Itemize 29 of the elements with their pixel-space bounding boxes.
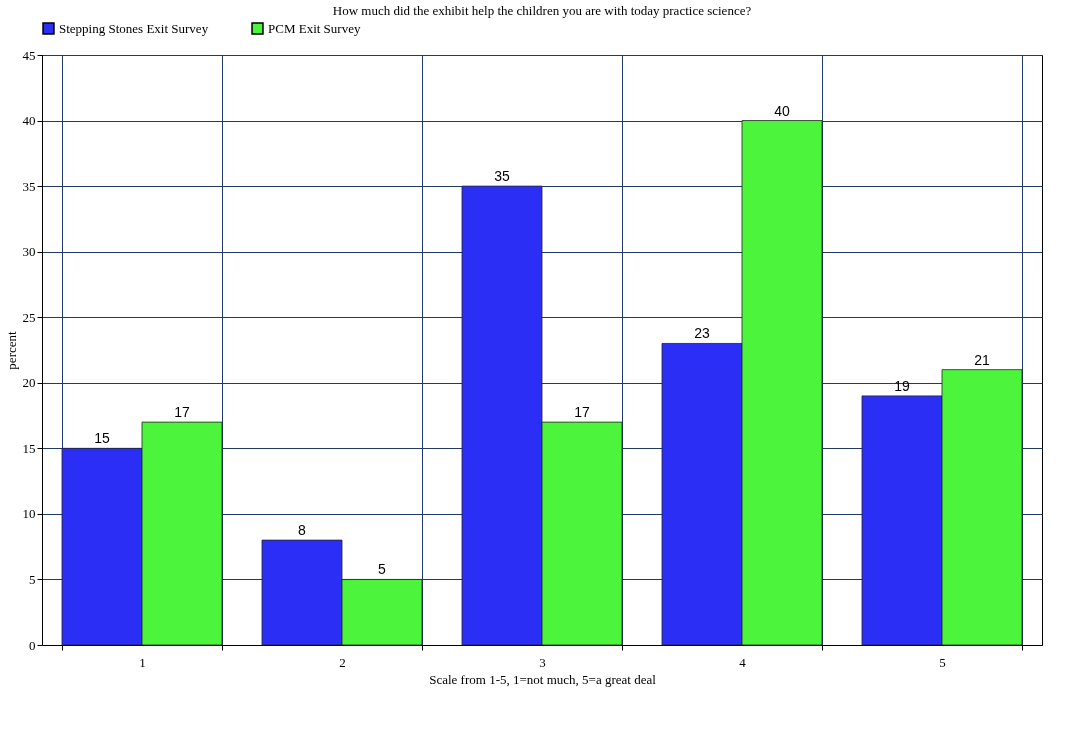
legend-label: PCM Exit Survey <box>268 20 361 36</box>
data-label: 35 <box>494 168 510 185</box>
x-tick-label: 1 <box>139 654 146 670</box>
y-tick-label: 35 <box>22 178 36 194</box>
y-tick-label: 25 <box>22 309 36 325</box>
y-tick-label: 5 <box>29 571 36 587</box>
data-label: 21 <box>974 351 990 368</box>
y-axis-title: percent <box>3 330 19 370</box>
data-label: 40 <box>774 102 790 119</box>
data-label: 23 <box>694 325 710 342</box>
x-tick-label: 2 <box>339 654 346 670</box>
y-tick-label: 10 <box>22 506 36 522</box>
data-label: 17 <box>174 404 190 421</box>
legend-label: Stepping Stones Exit Survey <box>59 20 209 36</box>
data-label: 5 <box>378 561 387 578</box>
x-axis-title: Scale from 1-5, 1=not much, 5=a great deal <box>429 671 657 687</box>
y-tick-label: 20 <box>22 375 36 391</box>
x-tick-label: 5 <box>939 654 946 670</box>
x-tick-label: 4 <box>739 654 747 670</box>
chart-title: How much did the exhibit help the children you are with today practice science? <box>332 3 752 18</box>
x-tick-label: 3 <box>539 654 546 670</box>
y-tick-label: 0 <box>29 637 36 653</box>
y-tick-label: 15 <box>22 440 36 456</box>
data-label: 8 <box>298 522 307 539</box>
y-tick-label: 40 <box>22 113 36 129</box>
y-tick-label: 45 <box>22 47 36 63</box>
y-tick-label: 30 <box>22 244 36 260</box>
data-label: 15 <box>94 430 110 447</box>
data-label: 17 <box>574 404 590 421</box>
